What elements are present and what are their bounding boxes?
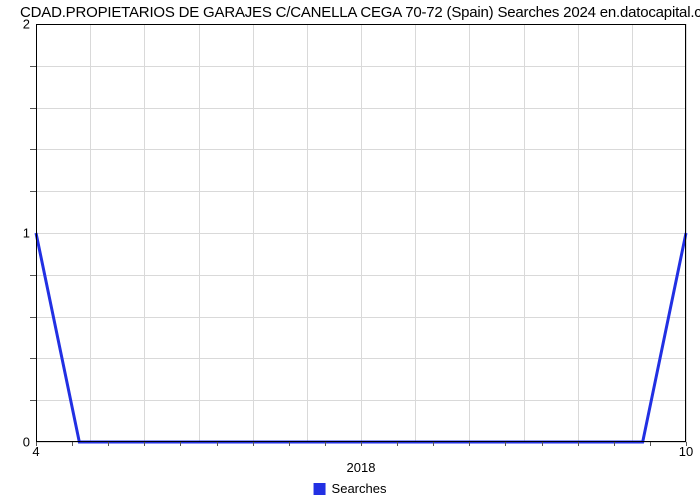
y-axis-minor-tick [30, 108, 36, 109]
y-axis-tick-label: 2 [23, 17, 30, 32]
x-axis-minor-tick [72, 442, 73, 446]
x-axis-minor-tick [433, 442, 434, 446]
y-axis-minor-tick [30, 149, 36, 150]
x-axis-minor-tick [578, 442, 579, 446]
y-axis-minor-tick [30, 317, 36, 318]
line-series [36, 24, 686, 442]
y-axis-minor-tick [30, 275, 36, 276]
y-axis-tick-label: 0 [23, 435, 30, 450]
grid-line-vertical [686, 24, 687, 442]
chart-title: CDAD.PROPIETARIOS DE GARAJES C/CANELLA C… [20, 4, 694, 21]
x-axis-minor-tick [469, 442, 470, 446]
x-axis-minor-tick [325, 442, 326, 446]
legend: Searches [314, 481, 387, 496]
x-axis-minor-tick [144, 442, 145, 446]
x-axis-minor-tick [397, 442, 398, 446]
y-axis-minor-tick [30, 400, 36, 401]
legend-swatch [314, 483, 326, 495]
x-axis-minor-tick [289, 442, 290, 446]
x-axis-minor-tick [505, 442, 506, 446]
x-axis-tick-label: 4 [32, 444, 39, 459]
series-line [36, 233, 686, 442]
x-axis-center-label: 2018 [347, 460, 376, 475]
x-axis-minor-tick [180, 442, 181, 446]
x-axis-tick-label: 10 [679, 444, 693, 459]
x-axis-minor-tick [108, 442, 109, 446]
x-axis-minor-tick [361, 442, 362, 446]
legend-label: Searches [332, 481, 387, 496]
x-axis-minor-tick [253, 442, 254, 446]
x-axis-minor-tick [217, 442, 218, 446]
y-axis-minor-tick [30, 191, 36, 192]
y-axis-tick-label: 1 [23, 226, 30, 241]
plot-area [36, 24, 686, 442]
x-axis-minor-tick [614, 442, 615, 446]
x-axis-minor-tick [650, 442, 651, 446]
x-axis-minor-tick [542, 442, 543, 446]
y-axis-minor-tick [30, 66, 36, 67]
y-axis-minor-tick [30, 358, 36, 359]
chart-container: CDAD.PROPIETARIOS DE GARAJES C/CANELLA C… [0, 0, 700, 500]
